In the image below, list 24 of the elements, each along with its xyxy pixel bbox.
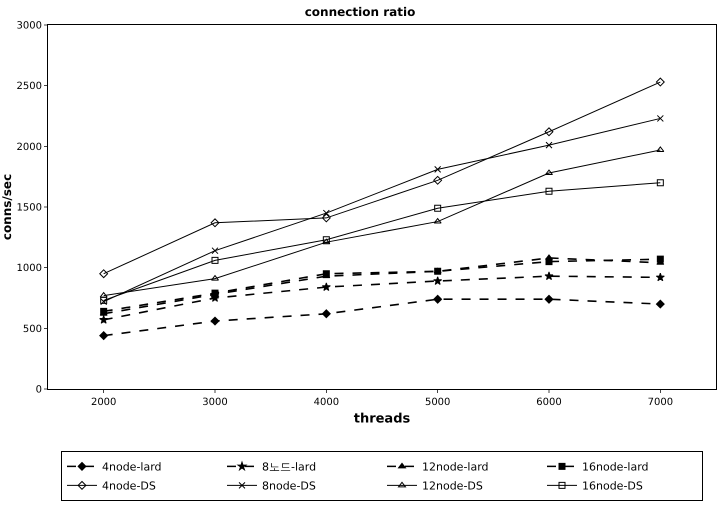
x-tick-label: 7000 xyxy=(648,397,674,408)
y-tick-label: 3000 xyxy=(16,20,42,32)
y-axis-title: conns/sec xyxy=(0,174,14,240)
x-tick-label: 2000 xyxy=(90,397,116,408)
x-tick-label: 5000 xyxy=(424,397,450,408)
x-axis-title: threads xyxy=(354,412,411,427)
x-tick-label: 6000 xyxy=(536,397,562,408)
y-tick-label: 2000 xyxy=(16,142,42,153)
legend-label: 16node-lard xyxy=(582,460,649,474)
y-tick-label: 1000 xyxy=(16,263,42,274)
y-tick-label: 500 xyxy=(22,324,42,335)
legend-label: 16node-DS xyxy=(582,480,643,493)
x-tick-label: 3000 xyxy=(202,397,228,408)
legend-label: 8노드-lard xyxy=(262,460,316,474)
chart-title: connection ratio xyxy=(304,4,416,19)
legend-label: 8node-DS xyxy=(262,480,316,493)
y-tick-label: 2500 xyxy=(16,81,42,92)
y-tick-label: 0 xyxy=(36,384,42,396)
legend-label: 12node-DS xyxy=(422,480,483,493)
x-tick-label: 4000 xyxy=(314,397,340,408)
legend-label: 4node-DS xyxy=(102,480,156,493)
y-tick-label: 1500 xyxy=(16,202,42,214)
legend-label: 4node-lard xyxy=(102,460,162,474)
legend-label: 12node-lard xyxy=(422,460,489,474)
